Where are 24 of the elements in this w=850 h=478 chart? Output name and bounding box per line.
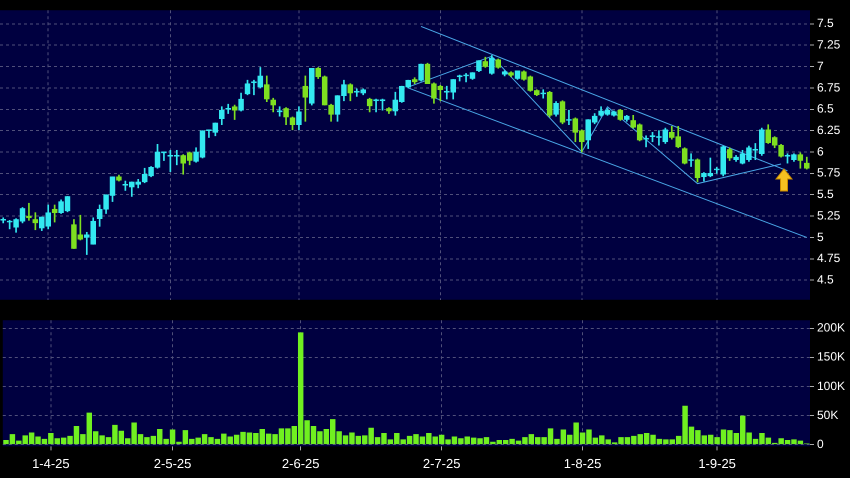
y-tick-label: 7 <box>817 58 824 73</box>
y-tick-label: 6 <box>817 144 824 158</box>
y-tick-label: 5.25 <box>817 208 841 222</box>
y-tick-label: 7.5 <box>817 16 834 30</box>
y-tick-label: 0 <box>817 436 824 451</box>
y-tick-label: 200K <box>817 320 846 335</box>
x-tick-label: 2-7-25 <box>422 456 460 471</box>
y-tick-label: 5.75 <box>817 166 841 180</box>
y-tick-label: 150K <box>817 350 846 364</box>
y-tick-label: 6.25 <box>817 122 841 137</box>
x-tick-label: 1-4-25 <box>32 456 70 471</box>
y-tick-label: 6.75 <box>817 80 841 94</box>
y-tick-label: 6.5 <box>817 102 834 116</box>
y-tick-label: 4.5 <box>817 272 834 286</box>
y-tick-label: 50K <box>817 408 838 422</box>
x-tick-label: 1-8-25 <box>564 456 602 471</box>
y-tick-label: 5.5 <box>817 187 834 202</box>
x-tick-label: 1-9-25 <box>698 456 736 471</box>
y-tick-label: 4.75 <box>817 251 841 266</box>
x-tick-label: 2-5-25 <box>154 456 192 471</box>
x-tick-label: 2-6-25 <box>282 456 320 471</box>
y-tick-label: 7.25 <box>817 38 841 52</box>
y-tick-label: 5 <box>817 230 824 244</box>
y-tick-label: 100K <box>817 378 846 393</box>
